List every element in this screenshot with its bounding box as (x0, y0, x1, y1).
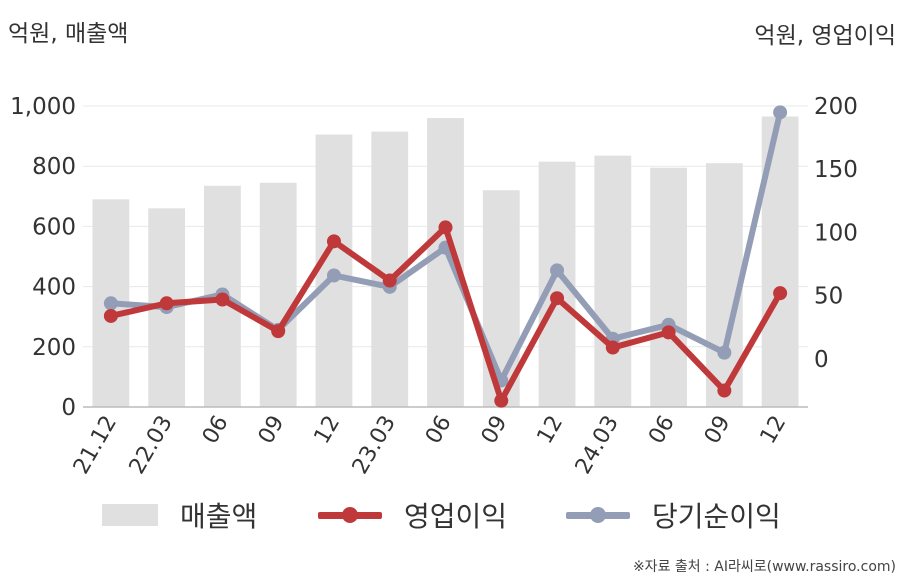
left-tick-label: 400 (32, 275, 76, 301)
point-net (326, 268, 341, 283)
point-op (717, 383, 732, 398)
point-op (382, 273, 397, 288)
category-label: 12 (310, 412, 346, 449)
point-op (661, 325, 676, 340)
left-tick-label: 600 (32, 214, 76, 240)
right-tick-label: 0 (814, 347, 829, 373)
point-net (717, 345, 732, 360)
legend-label-net: 당기순이익 (652, 500, 781, 533)
bar-revenue (650, 167, 687, 407)
point-op (159, 296, 174, 311)
category-label: 09 (700, 412, 736, 449)
legend: 매출액 영업이익 당기순이익 (0, 490, 908, 540)
category-label: 09 (477, 412, 513, 449)
legend-item-net: 당기순이익 (566, 490, 781, 540)
category-label: 06 (198, 412, 234, 449)
right-tick-label: 100 (814, 220, 858, 246)
legend-item-op: 영업이익 (318, 490, 507, 540)
point-op (103, 308, 118, 323)
category-label: 06 (644, 412, 680, 449)
right-axis-unit: 억원, 영업이익 (754, 23, 896, 49)
category-label: 06 (421, 412, 457, 449)
category-label: 12 (533, 412, 569, 449)
category-label: 22.03 (125, 412, 178, 479)
legend-label-op: 영업이익 (404, 500, 508, 533)
bar-revenue (259, 182, 297, 407)
point-op (773, 286, 788, 301)
bar-revenue (594, 155, 632, 407)
point-net (550, 263, 565, 278)
point-op (215, 292, 230, 307)
right-tick-label: 200 (814, 94, 858, 120)
legend-swatch-revenue (102, 504, 158, 526)
point-op (605, 340, 620, 355)
left-axis-unit: 억원, 매출액 (8, 21, 129, 47)
category-label: 23.03 (348, 412, 401, 479)
legend-item-revenue: 매출액 (102, 490, 257, 540)
left-tick-label: 800 (32, 154, 76, 180)
left-tick-label: 200 (32, 335, 76, 361)
legend-label-revenue: 매출액 (180, 500, 258, 533)
category-label: 09 (254, 412, 290, 449)
point-net (773, 105, 788, 120)
category-label: 12 (756, 412, 792, 449)
left-tick-label: 0 (61, 395, 76, 421)
source-note: ※자료 출처 : AI라씨로(www.rassiro.com) (632, 559, 896, 575)
point-op (494, 393, 509, 408)
legend-swatch-net (566, 501, 630, 529)
point-op (271, 324, 286, 339)
category-label: 21.12 (69, 412, 122, 479)
point-op (550, 291, 565, 306)
point-net (103, 296, 118, 311)
legend-swatch-op (318, 501, 382, 529)
point-op (438, 220, 453, 235)
right-tick-label: 150 (814, 157, 858, 183)
left-tick-label: 1,000 (10, 94, 76, 120)
point-op (326, 234, 341, 249)
category-label: 24.03 (571, 412, 624, 479)
right-tick-label: 50 (814, 284, 843, 310)
